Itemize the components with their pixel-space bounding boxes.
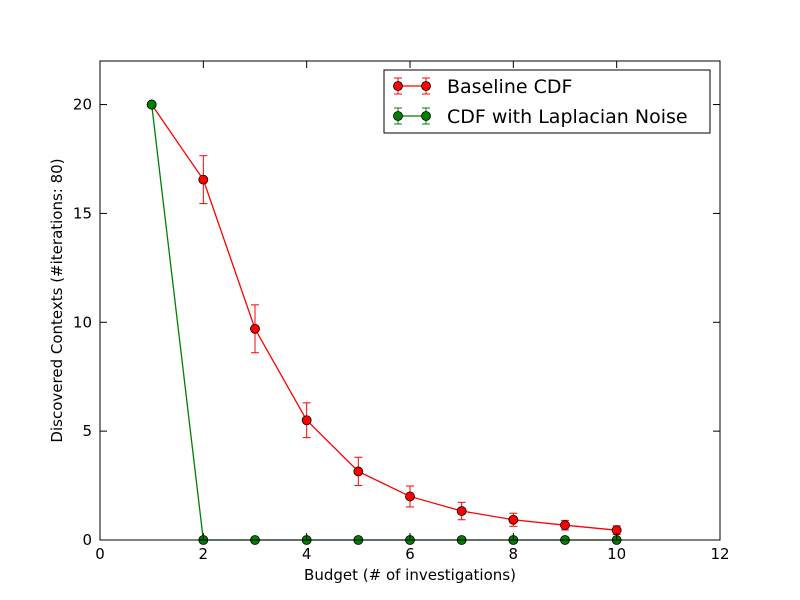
data-point-0-5 xyxy=(405,491,415,502)
data-point-0-6 xyxy=(456,506,467,516)
axes: 0 2 4 6 8 10 12 0 5 10 15 20 xyxy=(73,60,730,563)
y-tick-label-4: 20 xyxy=(73,96,92,114)
data-point-0-1 xyxy=(198,174,209,185)
legend-entry-1: CDF with Laplacian Noise xyxy=(393,106,688,128)
x-tick-label-2: 4 xyxy=(302,545,312,563)
y-tick-label-0: 0 xyxy=(82,531,92,549)
legend-entry-0: Baseline CDF xyxy=(393,76,572,98)
x-tick-label-3: 6 xyxy=(405,545,415,563)
data-point-0-2 xyxy=(250,323,260,334)
data-point-0-8 xyxy=(560,520,570,531)
x-axis-label: Budget (# of investigations) xyxy=(304,566,516,584)
legend-marker-1 xyxy=(421,81,431,91)
series-line-1 xyxy=(151,104,617,541)
y-tick-label-2: 10 xyxy=(73,313,92,331)
legend-label-1: CDF with Laplacian Noise xyxy=(447,106,688,128)
data-point-0-7 xyxy=(508,514,519,525)
plot-area xyxy=(146,99,622,545)
data-point-0-4 xyxy=(353,466,364,477)
x-tick-label-5: 10 xyxy=(607,545,626,563)
x-tick-label-0: 0 xyxy=(95,545,105,563)
data-point-1-0 xyxy=(146,99,157,110)
y-tick-label-3: 15 xyxy=(73,204,92,222)
legend-marker-0 xyxy=(393,111,403,121)
legend-box xyxy=(383,69,711,134)
data-point-0-3 xyxy=(301,415,312,426)
legend-label-0: Baseline CDF xyxy=(447,76,572,98)
legend-marker-1 xyxy=(421,111,431,121)
series-line-0 xyxy=(151,104,617,531)
y-tick-label-1: 5 xyxy=(82,422,92,440)
legend-marker-0 xyxy=(393,81,403,91)
x-tick-label-4: 8 xyxy=(509,545,519,563)
x-tick-label-6: 12 xyxy=(710,545,729,563)
y-axis-label: Discovered Contexts (#iterations: 80) xyxy=(48,158,66,442)
legend: Baseline CDF CDF with Laplacian Noise xyxy=(383,69,711,134)
x-tick-label-1: 2 xyxy=(199,545,209,563)
